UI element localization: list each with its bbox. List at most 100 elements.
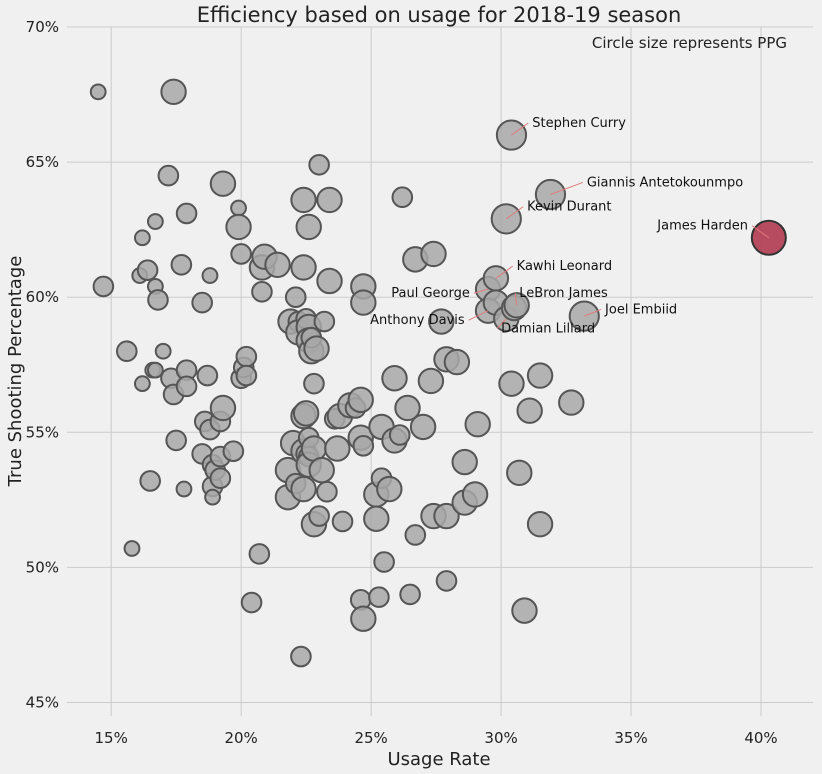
data-point xyxy=(316,186,343,214)
data-point xyxy=(391,186,414,209)
data-point xyxy=(404,524,427,546)
data-point xyxy=(526,362,554,389)
y-axis-label: True Shooting Percentage xyxy=(5,256,26,488)
annotation-label: Anthony Davis xyxy=(370,313,465,328)
data-point xyxy=(139,470,161,492)
data-point xyxy=(308,456,335,484)
data-point xyxy=(230,243,252,265)
data-point xyxy=(175,480,193,498)
x-tick-label: 20% xyxy=(224,729,257,747)
annotation-label: Joel Embiid xyxy=(604,302,677,317)
data-point xyxy=(435,570,458,592)
data-point xyxy=(313,310,336,333)
grid-lines xyxy=(67,26,813,716)
data-point xyxy=(308,505,330,527)
data-point xyxy=(290,254,317,281)
data-point xyxy=(409,413,437,441)
y-tick-label: 65% xyxy=(26,153,59,171)
annotation-line xyxy=(550,181,584,195)
y-tick-label: 45% xyxy=(26,693,59,711)
annotation-label: Paul George xyxy=(391,286,470,301)
data-point xyxy=(136,259,159,281)
data-point xyxy=(230,199,247,217)
x-tick-label: 40% xyxy=(744,729,777,747)
data-point xyxy=(373,551,395,573)
annotation-line xyxy=(505,206,524,220)
data-point xyxy=(133,229,151,247)
data-point xyxy=(324,435,351,462)
data-point xyxy=(381,365,408,392)
data-point xyxy=(511,597,538,624)
chart-title: Efficiency based on usage for 2018-19 se… xyxy=(197,3,682,27)
data-point xyxy=(464,410,491,438)
data-point xyxy=(295,213,322,241)
data-point xyxy=(209,467,232,490)
data-point xyxy=(368,586,390,608)
data-point xyxy=(209,170,237,197)
data-point xyxy=(316,480,338,503)
data-point xyxy=(516,397,543,424)
y-tick-label: 50% xyxy=(26,558,59,576)
data-point xyxy=(264,251,291,278)
data-point xyxy=(147,289,169,311)
annotation-line xyxy=(511,122,529,136)
data-point xyxy=(209,394,237,422)
data-point xyxy=(115,340,138,363)
y-tick-label: 55% xyxy=(26,423,59,441)
data-point xyxy=(303,372,325,395)
data-point xyxy=(417,367,445,395)
data-point xyxy=(175,375,198,398)
x-tick-label: 25% xyxy=(354,729,387,747)
data-point xyxy=(240,591,263,614)
annotation-line xyxy=(468,310,489,321)
size-note: Circle size represents PPG xyxy=(592,34,787,52)
annotation-line xyxy=(473,288,489,294)
data-point xyxy=(284,286,307,308)
data-point xyxy=(123,540,141,557)
data-point xyxy=(350,605,377,632)
data-point xyxy=(146,213,164,230)
data-point xyxy=(196,364,219,387)
x-tick-label: 30% xyxy=(484,729,517,747)
data-point xyxy=(388,424,411,446)
data-point xyxy=(352,435,375,457)
y-tick-labels: 45% 50% 55% 60% 65% 70% xyxy=(26,18,59,711)
data-point xyxy=(248,543,271,565)
annotation-label: LeBron James xyxy=(519,286,608,301)
data-point xyxy=(443,348,471,376)
y-tick-label: 70% xyxy=(26,18,59,36)
x-tick-label: 35% xyxy=(614,729,647,747)
data-point xyxy=(290,186,317,214)
annotation-line xyxy=(496,318,507,329)
annotation-line xyxy=(584,308,602,317)
data-point xyxy=(292,400,320,427)
data-point xyxy=(165,429,187,452)
data-point xyxy=(204,488,221,506)
data-point xyxy=(201,267,219,284)
data-point xyxy=(235,345,258,368)
data-point xyxy=(316,267,343,295)
data-point xyxy=(92,275,115,298)
y-tick-label: 60% xyxy=(26,288,59,306)
x-axis-label: Usage Rate xyxy=(387,749,490,770)
data-point xyxy=(222,440,245,463)
annotation-labels: Stephen Curry Giannis Antetokounmpo Kevin … xyxy=(370,116,748,336)
data-point xyxy=(160,78,187,106)
annotation-label: Kevin Durant xyxy=(527,200,611,215)
x-tick-label: 15% xyxy=(95,729,128,747)
annotation-lines xyxy=(468,122,770,329)
annotation-line xyxy=(751,225,770,239)
data-point xyxy=(154,342,172,360)
data-point xyxy=(308,154,330,176)
data-point xyxy=(146,361,164,379)
data-point xyxy=(526,510,554,538)
data-point xyxy=(235,364,258,387)
data-point xyxy=(433,502,460,530)
data-point xyxy=(191,291,213,314)
data-point xyxy=(251,280,273,303)
data-point xyxy=(498,370,525,397)
data-point xyxy=(89,83,107,101)
annotation-line xyxy=(514,293,518,306)
data-point xyxy=(428,308,455,335)
data-point xyxy=(347,386,374,414)
